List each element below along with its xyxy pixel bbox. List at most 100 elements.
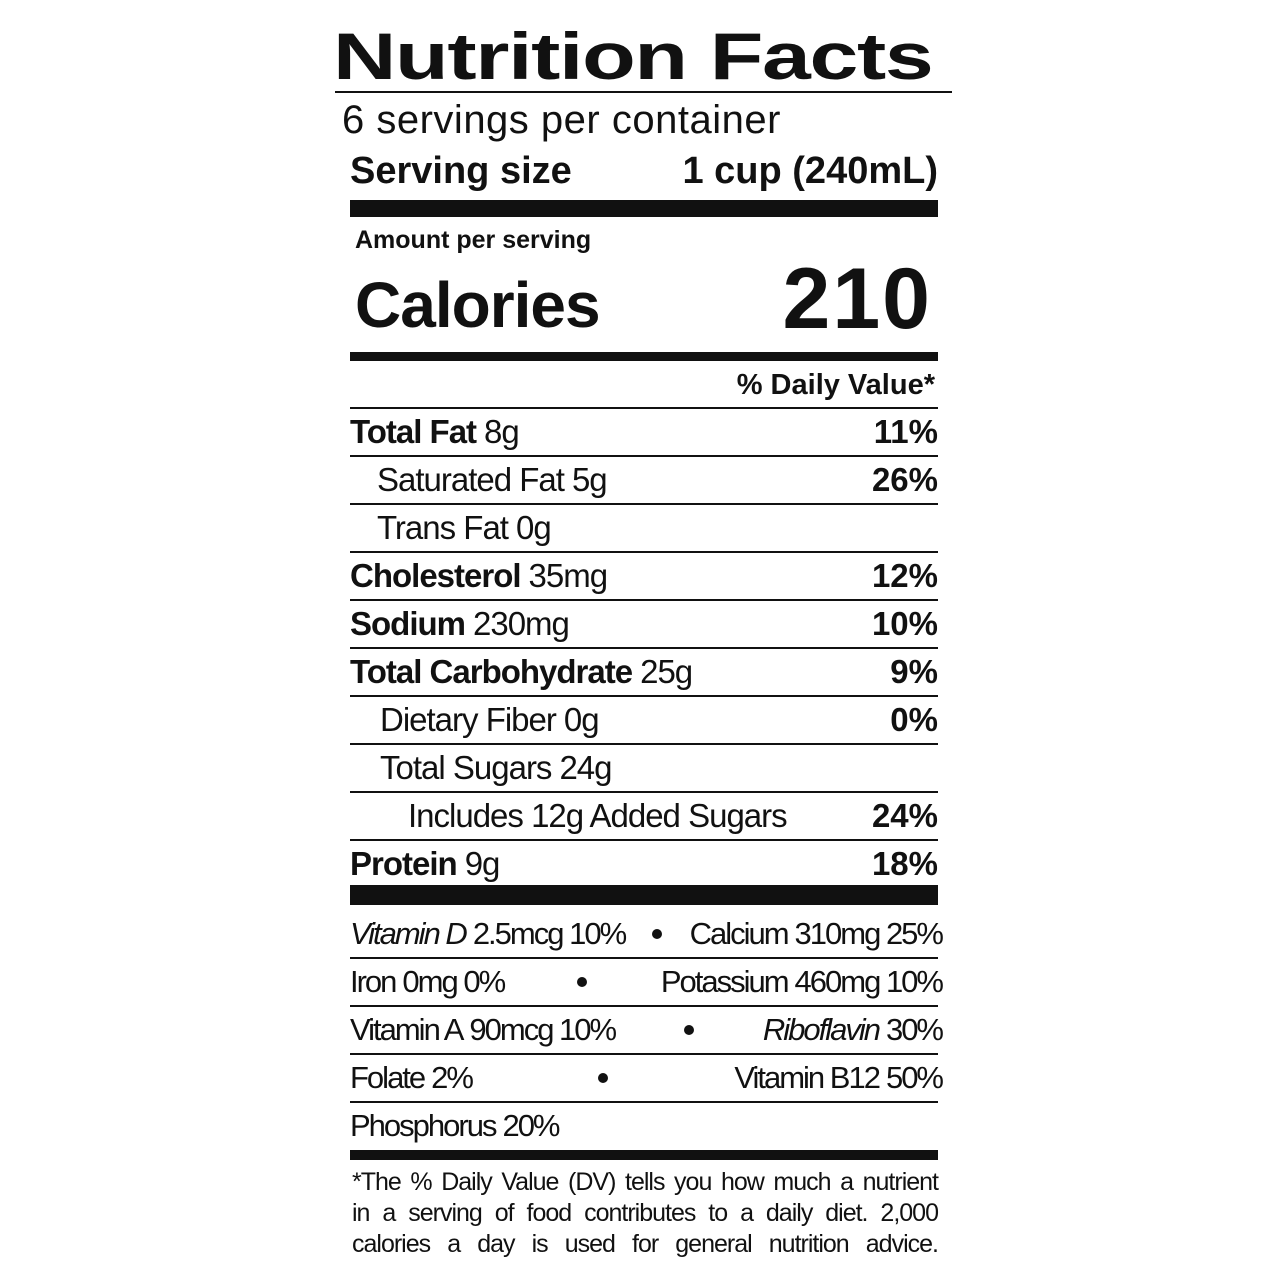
vitamin-amount: 30%	[885, 1012, 944, 1047]
vitamin-row: Phosphorus 20%	[350, 1102, 942, 1150]
nutrient-row: Total Fat 8g 11%	[350, 408, 938, 456]
daily-value: 0%	[890, 701, 938, 738]
footnote-line: *The % Daily Value (DV) tells you how mu…	[352, 1168, 939, 1196]
vitamin-name: Phosphorus	[350, 1108, 497, 1143]
nutrient-name: Protein	[350, 845, 458, 882]
rule	[350, 791, 938, 793]
nutrient-row: Includes 12g Added Sugars 24%	[350, 792, 938, 840]
nutrient-amount: 35mg	[528, 557, 609, 594]
vitamin-name: Vitamin D	[350, 916, 468, 951]
vitamin-amount: 20%	[502, 1108, 560, 1143]
nutrient-row: Saturated Fat 5g 26%	[350, 456, 938, 504]
daily-value: 11%	[873, 413, 938, 450]
nutrient-amount: 0g	[515, 509, 552, 546]
vitamin-row: Vitamin D 2.5mcg 10% Calcium 310mg 25%	[350, 910, 944, 958]
vitamin-name: Vitamin A	[350, 1012, 464, 1047]
vitamin-name: Iron	[350, 964, 397, 999]
vitamin-item: Phosphorus 20%	[350, 1102, 561, 1150]
vitamin-item: Riboflavin 30%	[762, 1006, 944, 1054]
vitamin-name: Riboflavin	[762, 1012, 881, 1047]
nutrient-amount: 230mg	[473, 605, 570, 642]
vitamin-item: Iron 0mg 0%	[350, 958, 506, 1006]
medium-rule	[350, 1150, 938, 1160]
rule	[350, 647, 938, 649]
rule	[350, 551, 938, 553]
bullet	[652, 929, 663, 939]
nutrient-amount: 5g	[571, 461, 608, 498]
rule	[350, 1101, 938, 1103]
title: Nutrition Facts	[333, 19, 934, 93]
medium-rule	[350, 352, 938, 361]
rule	[350, 695, 938, 697]
nutrient-name: Total Carbohydrate	[350, 653, 633, 690]
vitamin-name: Vitamin B12	[734, 1060, 881, 1095]
serving-size-label: Serving size	[350, 150, 572, 192]
vitamin-name: Calcium	[689, 916, 790, 951]
vitamin-amount: 2%	[431, 1060, 474, 1095]
rule	[335, 91, 952, 93]
daily-value: 12%	[871, 557, 938, 594]
vitamin-item: Vitamin B12 50%	[734, 1054, 944, 1102]
bullet	[577, 977, 588, 987]
daily-value: 26%	[871, 461, 938, 498]
daily-value: 18%	[871, 845, 938, 882]
daily-value-header: % Daily Value*	[736, 369, 935, 401]
vitamin-item: Calcium 310mg 25%	[689, 910, 944, 958]
vitamin-name: Potassium	[660, 964, 790, 999]
rule	[350, 503, 938, 505]
nutrient-row: Sodium 230mg 10%	[350, 600, 938, 648]
rule	[350, 1053, 938, 1055]
rule	[350, 957, 938, 959]
thick-rule	[350, 885, 938, 905]
nutrient-name: Includes 12g Added Sugars	[408, 797, 788, 834]
rule	[350, 455, 938, 457]
vitamin-item: Potassium 460mg 10%	[660, 958, 944, 1006]
nutrient-row: Protein 9g 18%	[350, 840, 938, 888]
nutrient-amount: 25g	[640, 653, 693, 690]
daily-value: 10%	[871, 605, 938, 642]
vitamin-row: Vitamin A 90mcg 10% Riboflavin 30%	[350, 1006, 944, 1054]
amount-per-serving: Amount per serving	[355, 226, 592, 254]
nutrient-row: Cholesterol 35mg 12%	[350, 552, 938, 600]
vitamin-amount: 0mg 0%	[402, 964, 506, 999]
nutrient-row: Trans Fat 0g	[350, 504, 938, 552]
vitamin-item: Vitamin D 2.5mcg 10%	[350, 910, 627, 958]
rule	[350, 407, 938, 409]
bullet	[683, 1025, 694, 1035]
nutrient-name: Sodium	[350, 605, 466, 642]
vitamin-amount: 460mg 10%	[794, 964, 944, 999]
calories-value: 210	[782, 251, 932, 347]
vitamin-amount: 50%	[885, 1060, 944, 1095]
vitamin-amount: 310mg 25%	[794, 916, 944, 951]
rule	[350, 743, 938, 745]
vitamin-name: Folate	[350, 1060, 426, 1095]
nutrient-row: Total Carbohydrate 25g 9%	[350, 648, 938, 696]
nutrient-amount: 8g	[484, 413, 520, 450]
rule	[350, 599, 938, 601]
nutrient-name: Saturated Fat	[377, 461, 565, 498]
vitamin-item: Vitamin A 90mcg 10%	[350, 1006, 617, 1054]
vitamin-row: Folate 2% Vitamin B12 50%	[350, 1054, 944, 1102]
servings: 6 servings per container	[342, 98, 781, 142]
nutrient-row: Total Sugars 24g	[350, 744, 938, 792]
rule	[350, 839, 938, 841]
vitamin-amount: 2.5mcg 10%	[472, 916, 627, 951]
nutrient-name: Total Fat	[350, 413, 477, 450]
nutrient-amount: 9g	[464, 845, 501, 882]
nutrient-name: Cholesterol	[350, 557, 522, 594]
nutrient-amount: 0g	[563, 701, 600, 738]
vitamin-item: Folate 2%	[350, 1054, 474, 1102]
daily-value: 9%	[890, 653, 938, 690]
daily-value: 24%	[871, 797, 938, 834]
vitamin-amount: 90mcg 10%	[469, 1012, 617, 1047]
nutrient-name: Total Sugars	[380, 749, 552, 786]
footnote-line: calories a day is used for general nutri…	[352, 1230, 939, 1258]
nutrient-name: Trans Fat	[377, 509, 509, 546]
nutrient-amount: 24g	[559, 749, 612, 786]
thick-rule	[350, 200, 938, 217]
vitamin-row: Iron 0mg 0% Potassium 460mg 10%	[350, 958, 944, 1006]
nutrient-row: Dietary Fiber 0g 0%	[350, 696, 938, 744]
bullet	[598, 1073, 609, 1083]
serving-size-value: 1 cup (240mL)	[682, 150, 938, 192]
